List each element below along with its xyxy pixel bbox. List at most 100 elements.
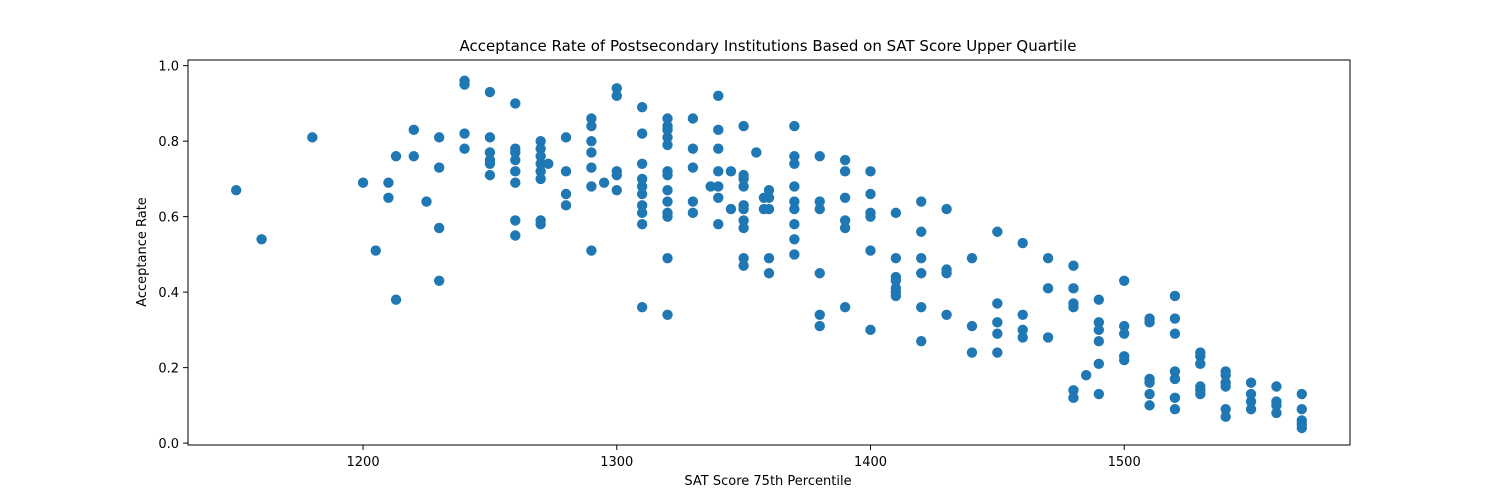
data-point [535,166,546,177]
data-point [636,207,648,219]
data-point [510,154,521,166]
data-point [1169,403,1181,415]
data-point [433,162,445,173]
data-point [1245,403,1257,415]
data-point [560,166,572,177]
data-point [992,328,1003,339]
plot-frame [187,59,1351,446]
data-point [535,143,546,154]
data-point [636,188,648,200]
data-point [687,113,699,124]
data-point [1296,422,1307,434]
data-point [586,181,597,192]
data-point [421,196,432,207]
data-point [636,302,648,313]
data-point [662,211,673,222]
data-point [890,207,902,219]
data-point [789,196,800,207]
data-point [1195,358,1206,370]
data-point [713,166,724,177]
data-point [839,222,851,234]
data-point [839,166,851,177]
data-point [586,135,597,147]
data-point [789,158,800,169]
data-point [636,218,648,230]
data-point [1169,366,1181,377]
data-point [510,215,521,226]
data-point [383,177,394,188]
data-point [1245,388,1257,400]
data-point [510,230,521,241]
data-point [1093,324,1105,336]
data-point [966,320,978,332]
data-point [941,309,952,320]
data-point [586,120,597,132]
data-point [611,185,622,196]
data-point [713,192,724,203]
data-point [814,309,825,320]
y-tick-label: 1.0 [158,60,179,75]
data-point [751,147,762,158]
data-point [1017,309,1028,320]
x-tick-label: 1500 [1108,455,1141,470]
data-point [1093,317,1105,328]
data-point [662,169,673,181]
y-tick-label: 0.8 [158,135,179,150]
data-point [1169,373,1181,385]
data-point [1220,411,1231,422]
data-point [611,169,622,181]
data-point [484,169,496,181]
data-point [662,113,673,124]
data-point [865,211,876,222]
data-point [307,132,318,143]
data-point [433,222,445,234]
data-point [941,203,952,215]
data-point [763,192,775,203]
data-point [738,181,749,192]
data-point [662,139,673,151]
data-point [535,173,546,185]
data-point [1296,388,1307,400]
data-point [992,347,1003,358]
data-point [916,336,927,347]
data-point [535,218,546,230]
data-point [789,234,800,245]
data-point [560,132,572,143]
data-point [890,275,902,287]
data-point [763,203,775,215]
data-point [738,120,749,132]
x-axis-ticks: 1200 1300 1400 1500 [347,445,1141,470]
data-point [725,166,737,177]
data-point [459,143,470,154]
chart-title: Acceptance Rate of Postsecondary Institu… [459,37,1076,55]
data-point [839,154,851,166]
data-point [738,173,749,185]
data-point [763,268,775,279]
data-point [992,298,1003,309]
data-point [1042,252,1054,264]
data-point [814,203,825,215]
y-tick-label: 0.6 [158,211,179,226]
data-point [1144,388,1155,400]
data-point [510,177,521,188]
data-point [789,203,800,215]
data-point [1245,377,1257,388]
data-point [586,245,597,256]
data-point [941,268,952,279]
data-point [738,222,749,234]
data-point [484,132,496,143]
data-point [535,135,546,147]
data-point [1068,283,1079,294]
data-point [1245,396,1257,407]
y-tick-label: 0.0 [158,437,179,452]
data-point [966,347,978,358]
data-point [713,124,724,136]
data-point [687,143,699,154]
y-axis-ticks: 0.0 0.2 0.4 0.6 0.8 1.0 [158,60,188,452]
data-point [1068,392,1079,404]
data-point [814,268,825,279]
data-point [687,207,699,219]
x-tick-label: 1400 [854,455,887,470]
data-point [662,124,673,136]
